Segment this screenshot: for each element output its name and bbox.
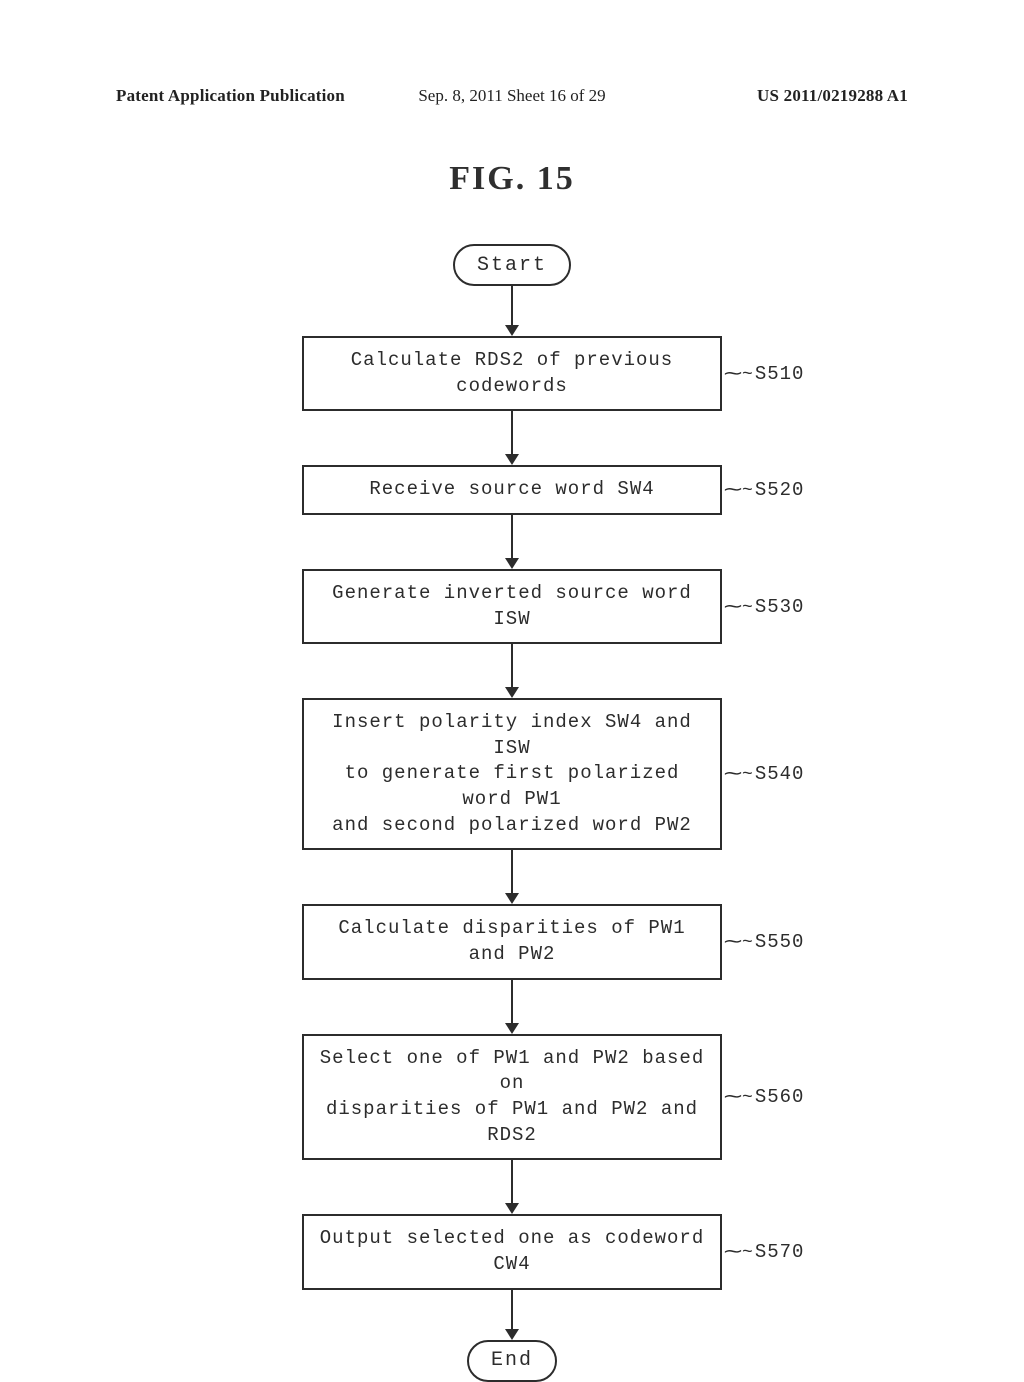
header-left: Patent Application Publication [116, 86, 345, 106]
arrowhead-icon [505, 325, 519, 336]
step-s520: Receive source word SW4 ⁓~ S520 [302, 465, 722, 515]
step-s510: Calculate RDS2 of previouscodewords ⁓~ S… [302, 336, 722, 411]
step-code: S570 [755, 1241, 805, 1263]
leader-icon: ⁓~ [724, 763, 753, 785]
end-label: End [491, 1349, 533, 1372]
step-s550: Calculate disparities of PW1 and PW2 ⁓~ … [302, 904, 722, 979]
flowchart: Start Calculate RDS2 of previouscodeword… [302, 244, 722, 1382]
leader-icon: ⁓~ [724, 479, 753, 501]
process-s560: Select one of PW1 and PW2 based ondispar… [302, 1034, 722, 1161]
step-code: S510 [755, 363, 805, 385]
step-label-s570: ⁓~ S570 [722, 1241, 804, 1263]
arrowhead-icon [505, 558, 519, 569]
arrowhead-icon [505, 1329, 519, 1340]
step-code: S530 [755, 596, 805, 618]
step-s560: Select one of PW1 and PW2 based ondispar… [302, 1034, 722, 1161]
start-label: Start [477, 254, 547, 277]
leader-icon: ⁓~ [724, 931, 753, 953]
step-code: S560 [755, 1086, 805, 1108]
process-text: Calculate RDS2 of previouscodewords [351, 348, 673, 399]
arrow-1 [505, 411, 519, 465]
step-s540: Insert polarity index SW4 and ISWto gene… [302, 698, 722, 850]
process-s550: Calculate disparities of PW1 and PW2 [302, 904, 722, 979]
process-s520: Receive source word SW4 [302, 465, 722, 515]
arrowhead-icon [505, 1023, 519, 1034]
page-root: Patent Application Publication Sep. 8, 2… [0, 0, 1024, 1320]
step-label-s550: ⁓~ S550 [722, 931, 804, 953]
step-label-s560: ⁓~ S560 [722, 1086, 804, 1108]
leader-icon: ⁓~ [724, 596, 753, 618]
step-label-s530: ⁓~ S530 [722, 596, 804, 618]
process-text: Receive source word SW4 [369, 477, 654, 503]
arrow-2 [505, 515, 519, 569]
step-label-s510: ⁓~ S510 [722, 363, 804, 385]
arrow-7 [505, 1290, 519, 1340]
process-s570: Output selected one as codeword CW4 [302, 1214, 722, 1289]
leader-icon: ⁓~ [724, 363, 753, 385]
arrow-0 [505, 286, 519, 336]
arrowhead-icon [505, 893, 519, 904]
process-text: Calculate disparities of PW1 and PW2 [316, 916, 708, 967]
figure-title: FIG. 15 [449, 160, 574, 198]
start-terminator: Start [453, 244, 571, 286]
process-s510: Calculate RDS2 of previouscodewords [302, 336, 722, 411]
process-text: Insert polarity index SW4 and ISWto gene… [316, 710, 708, 838]
process-s530: Generate inverted source word ISW [302, 569, 722, 644]
arrowhead-icon [505, 687, 519, 698]
arrow-3 [505, 644, 519, 698]
process-text: Select one of PW1 and PW2 based ondispar… [316, 1046, 708, 1149]
arrow-6 [505, 1160, 519, 1214]
process-text: Generate inverted source word ISW [316, 581, 708, 632]
leader-icon: ⁓~ [724, 1086, 753, 1108]
arrow-4 [505, 850, 519, 904]
step-label-s540: ⁓~ S540 [722, 763, 804, 785]
arrow-5 [505, 980, 519, 1034]
leader-icon: ⁓~ [724, 1241, 753, 1263]
step-code: S550 [755, 931, 805, 953]
end-terminator: End [467, 1340, 557, 1382]
step-s530: Generate inverted source word ISW ⁓~ S53… [302, 569, 722, 644]
step-code: S540 [755, 763, 805, 785]
step-s570: Output selected one as codeword CW4 ⁓~ S… [302, 1214, 722, 1289]
arrowhead-icon [505, 454, 519, 465]
step-label-s520: ⁓~ S520 [722, 479, 804, 501]
process-s540: Insert polarity index SW4 and ISWto gene… [302, 698, 722, 850]
step-code: S520 [755, 479, 805, 501]
header-right: US 2011/0219288 A1 [757, 86, 908, 106]
process-text: Output selected one as codeword CW4 [316, 1226, 708, 1277]
arrowhead-icon [505, 1203, 519, 1214]
header-center: Sep. 8, 2011 Sheet 16 of 29 [418, 86, 605, 106]
